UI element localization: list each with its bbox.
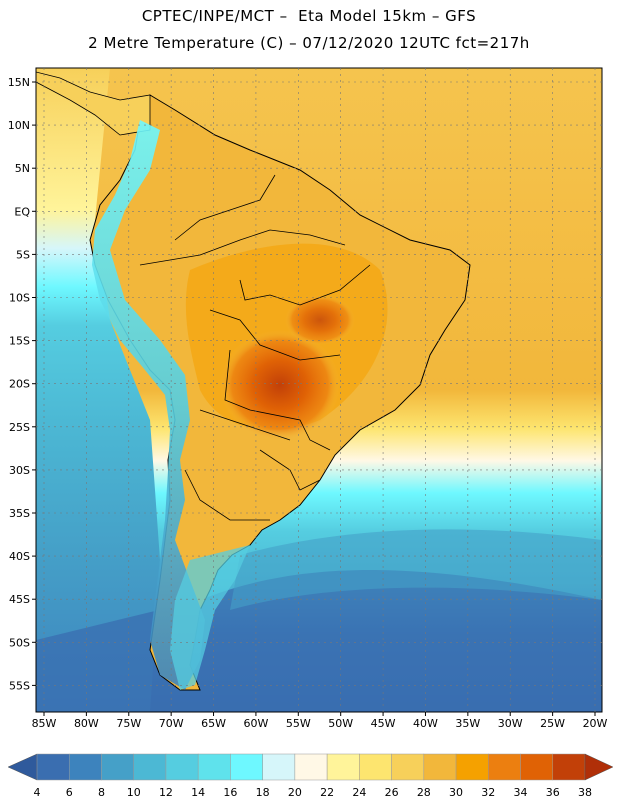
color-scale-legend: 4 6 8 10 12 14 16 18 20 22 24 26 28 30 32 34 36 38 (7, 753, 614, 799)
legend-color-swatch (36, 753, 70, 781)
legend-color-swatch (165, 753, 199, 781)
legend-color-swatch (133, 753, 167, 781)
legend-color-swatch (197, 753, 231, 781)
latitude-tick-label: 55S (9, 679, 30, 692)
map-subtitle: 2 Metre Temperature (C) – 07/12/2020 12U… (88, 34, 530, 52)
latitude-tick-label: 15N (8, 76, 30, 89)
longitude-tick-label: 65W (201, 717, 226, 730)
legend-value-label: 30 (449, 786, 463, 799)
latitude-tick-label: 5N (15, 162, 30, 175)
country-borders (139, 174, 371, 521)
longitude-tick-label: 40W (413, 717, 438, 730)
andes-cold-ridge (92, 120, 205, 690)
longitude-tick-label: 45W (371, 717, 396, 730)
legend-color-swatch (423, 753, 457, 781)
longitude-tick-label: 60W (243, 717, 268, 730)
legend-high-arrow (584, 753, 614, 781)
latitude-tick-label: 5S (16, 248, 30, 261)
legend-value-label: 34 (514, 786, 528, 799)
latitude-tick-label: 50S (9, 636, 30, 649)
south-atlantic-cool-band (230, 529, 602, 610)
legend-color-swatch (294, 753, 328, 781)
legend-value-label: 4 (34, 786, 41, 799)
latitude-axis: 15N 10N 5N EQ 5S 10S 15S 20S 25S 30S 35S 40S 45S 50S 5… (8, 76, 36, 692)
legend-color-swatch (359, 753, 392, 781)
legend-color-swatch (391, 753, 425, 781)
latitude-tick-label: 10N (8, 119, 30, 132)
latitude-tick-label: EQ (14, 205, 30, 218)
hottest-region (220, 330, 340, 440)
legend-color-swatch (230, 753, 263, 781)
legend-value-label: 26 (385, 786, 399, 799)
longitude-tick-label: 25W (540, 717, 565, 730)
longitude-tick-label: 80W (74, 717, 99, 730)
legend-color-swatch (68, 753, 102, 781)
legend-value-label: 36 (546, 786, 560, 799)
latitude-tick-label: 10S (9, 292, 30, 305)
legend-color-swatch (326, 753, 360, 781)
legend-value-label: 6 (66, 786, 73, 799)
legend-value-label: 10 (127, 786, 141, 799)
map-title: CPTEC/INPE/MCT – Eta Model 15km – GFS (141, 7, 477, 25)
legend-value-label: 16 (223, 786, 237, 799)
legend-value-label: 28 (417, 786, 431, 799)
map-frame (35, 67, 603, 713)
legend-value-label: 38 (578, 786, 592, 799)
map-panel (36, 68, 602, 712)
legend-value-label: 18 (256, 786, 270, 799)
graticule (36, 68, 602, 712)
patagonia-cool-region (170, 545, 250, 690)
longitude-tick-label: 55W (286, 717, 311, 730)
legend-low-arrow (7, 753, 38, 781)
legend-value-label: 20 (288, 786, 302, 799)
legend-color-swatch (488, 753, 521, 781)
longitude-tick-label: 85W (32, 717, 57, 730)
legend-color-swatch (455, 753, 489, 781)
legend-value-label: 8 (98, 786, 105, 799)
legend-color-swatch (552, 753, 586, 781)
latitude-tick-label: 25S (9, 421, 30, 434)
longitude-tick-label: 70W (159, 717, 184, 730)
longitude-tick-label: 30W (498, 717, 523, 730)
latitude-tick-label: 40S (9, 550, 30, 563)
longitude-tick-label: 50W (328, 717, 353, 730)
longitude-tick-label: 75W (116, 717, 141, 730)
legend-color-swatch (520, 753, 554, 781)
latitude-tick-label: 15S (9, 335, 30, 348)
pacific-ocean-field (36, 68, 160, 712)
longitude-tick-label: 20W (583, 717, 608, 730)
legend-value-label: 32 (481, 786, 495, 799)
hot-region-north (285, 295, 355, 345)
legend-value-label: 24 (352, 786, 366, 799)
legend-color-swatch (101, 753, 134, 781)
latitude-tick-label: 35S (9, 507, 30, 520)
legend-value-label: 14 (191, 786, 205, 799)
latitude-tick-label: 20S (9, 378, 30, 391)
legend-value-label: 22 (320, 786, 334, 799)
legend-value-label: 12 (159, 786, 173, 799)
legend-color-swatch (262, 753, 296, 781)
longitude-tick-label: 35W (455, 717, 480, 730)
longitude-axis: 85W 80W 75W 70W 65W 60W 55W 50W 45W 40W 35W 30W 25W 2… (32, 712, 608, 730)
latitude-tick-label: 45S (9, 593, 30, 606)
latitude-tick-label: 30S (9, 464, 30, 477)
